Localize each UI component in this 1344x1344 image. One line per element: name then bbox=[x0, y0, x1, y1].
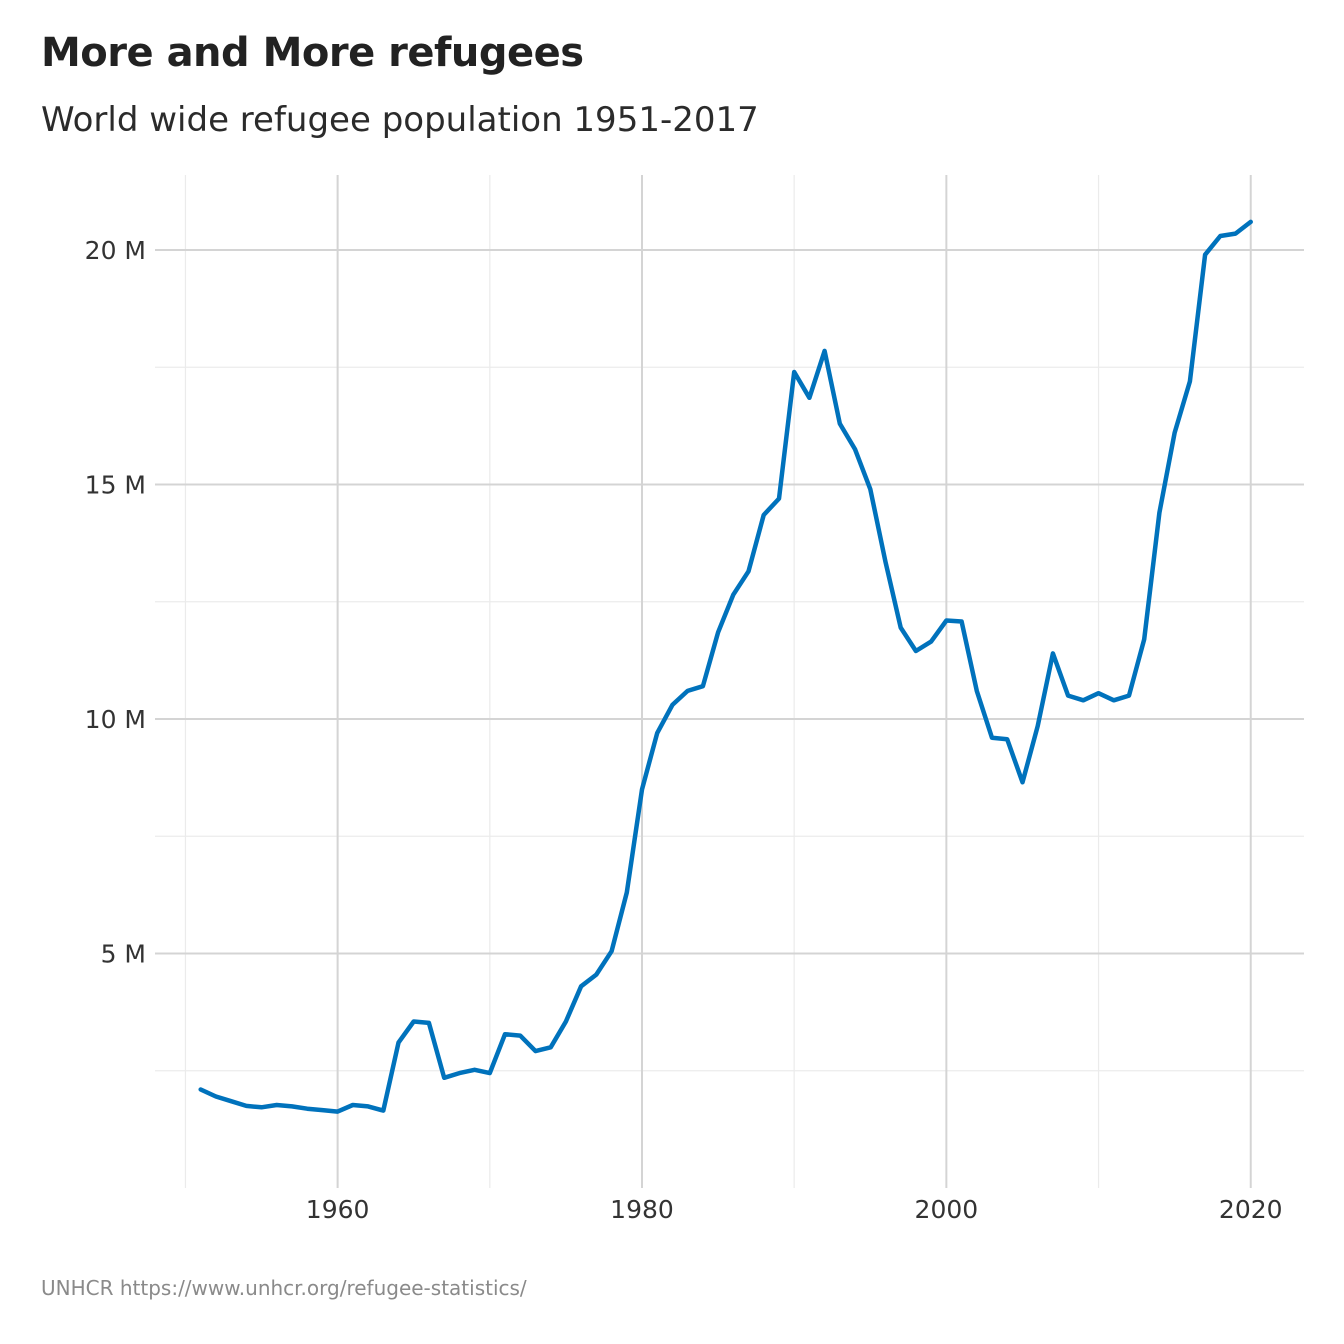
y-tick-label: 5 M bbox=[101, 940, 146, 969]
tick-labels: 1960 1980 2000 2020 5 M 10 M 15 M 20 M bbox=[85, 236, 1283, 1224]
x-tick-label: 1980 bbox=[610, 1195, 674, 1224]
y-tick-label: 10 M bbox=[85, 705, 146, 734]
source-caption: UNHCR https://www.unhcr.org/refugee-stat… bbox=[41, 1276, 527, 1300]
y-tick-label: 15 M bbox=[85, 471, 146, 500]
y-tick-label: 20 M bbox=[85, 236, 146, 265]
x-tick-label: 2020 bbox=[1219, 1195, 1283, 1224]
series-layer bbox=[198, 219, 1253, 1114]
x-tick-label: 2000 bbox=[915, 1195, 979, 1224]
refugee-population-line bbox=[198, 219, 1253, 1114]
chart-title: More and More refugees bbox=[41, 30, 584, 76]
x-tick-label: 1960 bbox=[306, 1195, 370, 1224]
chart-subtitle: World wide refugee population 1951-2017 bbox=[41, 100, 759, 140]
line-chart: 1960 1980 2000 2020 5 M 10 M 15 M 20 M bbox=[85, 175, 1304, 1224]
